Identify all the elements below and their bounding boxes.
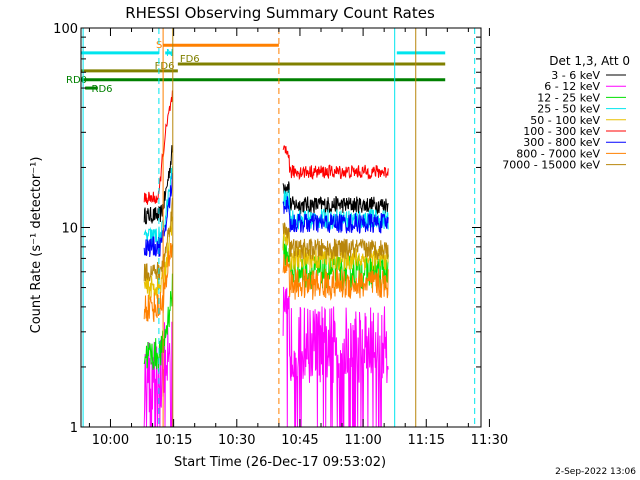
plot-frame (80, 27, 482, 428)
x-tick-label: 10:00 (92, 433, 129, 448)
y-tick-label: 100 (53, 22, 78, 37)
series-3-6keV (143, 145, 389, 225)
legend-title: Det 1,3, Att 0 (549, 54, 630, 68)
legend-label: 12 - 25 keV (537, 91, 600, 104)
flag-label: N (166, 48, 173, 59)
y-axis-label: Count Rate (s⁻¹ detector⁻¹) (29, 157, 44, 334)
series-6-12keV (143, 286, 389, 428)
y-tick-label: 10 (61, 222, 78, 237)
x-axis-label: Start Time (26-Dec-17 09:53:02) (174, 455, 386, 470)
legend-label: 50 - 100 keV (530, 114, 600, 127)
flag-layer: SN FD6 FD6 RD0 RD6 (66, 40, 446, 95)
legend-label: 3 - 6 keV (551, 69, 600, 82)
x-tick-label: 10:45 (281, 433, 318, 448)
axes-layer: 10:00 10:15 10:30 10:45 11:00 11:15 11:30 1 10 10… (53, 22, 508, 448)
flag-label: S (156, 40, 162, 51)
x-tick-label: 11:15 (408, 433, 445, 448)
flag-label: FD6 (155, 61, 175, 72)
data-layer (143, 90, 389, 428)
x-tick-label: 11:30 (471, 433, 508, 448)
legend-label: 800 - 7000 keV (516, 147, 600, 160)
series-800-7000keV (143, 243, 389, 322)
x-tick-label: 11:00 (344, 433, 381, 448)
series-100-300keV (143, 90, 389, 205)
y-tick-label: 1 (70, 421, 78, 436)
legend-label: 300 - 800 keV (523, 136, 600, 149)
x-tick-label: 10:30 (218, 433, 255, 448)
legend-label: 100 - 300 keV (523, 125, 600, 138)
series-300-800keV (143, 172, 389, 258)
flag-label: RD0 (66, 75, 87, 86)
legend-label: 6 - 12 keV (544, 80, 600, 93)
vertical-lines-layer (82, 28, 476, 427)
series-7000-15000keV (143, 197, 389, 282)
legend-label: 25 - 50 keV (537, 103, 600, 116)
x-tick-label: 10:15 (155, 433, 192, 448)
chart-title: RHESSI Observing Summary Count Rates (125, 4, 435, 22)
flag-label: RD6 (92, 84, 113, 95)
flag-label: FD6 (180, 54, 200, 65)
legend-label: 7000 - 15000 keV (502, 159, 600, 172)
date-stamp: 2-Sep-2022 13:06 (555, 467, 636, 477)
